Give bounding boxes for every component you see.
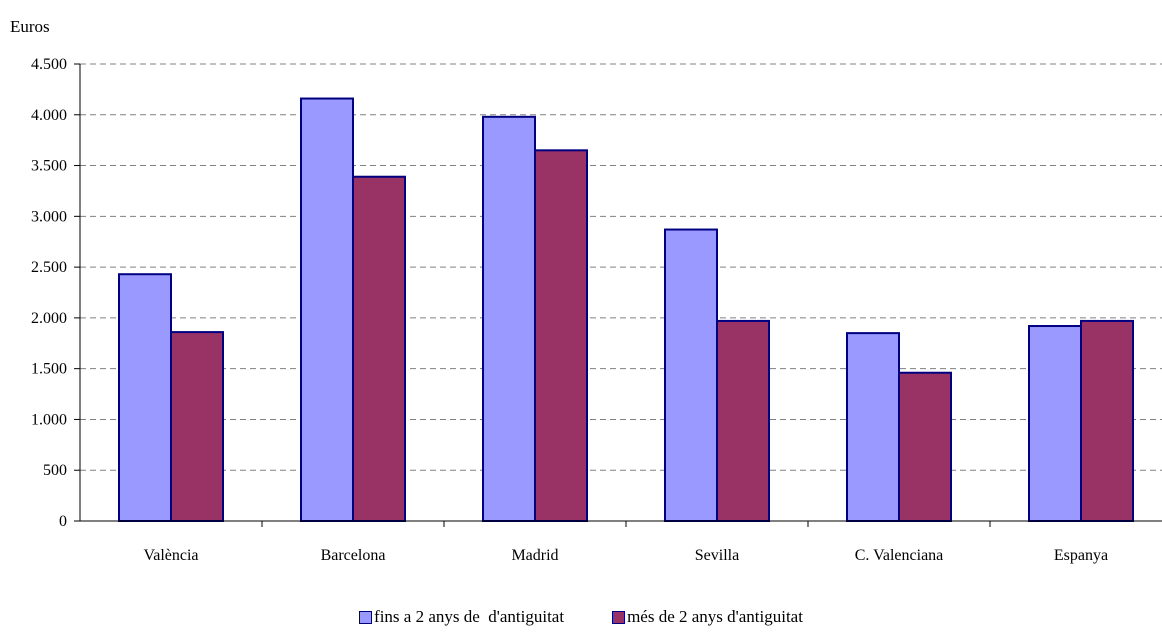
legend: fins a 2 anys de d'antiguitat més de 2 a… bbox=[0, 606, 1162, 628]
legend-label-series-1: fins a 2 anys de d'antiguitat bbox=[374, 607, 565, 626]
y-tick-labels: 0 500 1.000 1.500 2.000 2.500 3.000 3.500 4.000 4… bbox=[31, 56, 67, 530]
y-tick-label: 4.500 bbox=[31, 56, 67, 73]
bar-2-val-ncia bbox=[170, 331, 224, 522]
bar-2-madrid bbox=[534, 149, 588, 522]
x-tick-label: Espanya bbox=[1054, 547, 1108, 564]
x-tick-labels: València Barcelona Madrid Sevilla C. Valenci… bbox=[143, 547, 1108, 564]
bar-2-espanya bbox=[1080, 319, 1134, 522]
x-tick-label: Sevilla bbox=[695, 547, 739, 564]
y-tick-label: 4.000 bbox=[31, 107, 67, 124]
legend-item-series-2: més de 2 anys d'antiguitat bbox=[612, 607, 803, 627]
bar-2-sevilla bbox=[716, 319, 770, 522]
y-tick-label: 1.000 bbox=[31, 411, 67, 428]
axes bbox=[74, 63, 1162, 527]
legend-label-series-2: més de 2 anys d'antiguitat bbox=[627, 607, 803, 626]
bar-1-madrid bbox=[482, 115, 536, 522]
bar-1-val-ncia bbox=[118, 273, 172, 522]
bar-1-barcelona bbox=[300, 97, 354, 522]
x-tick-label: Barcelona bbox=[321, 547, 386, 564]
bar-1-sevilla bbox=[664, 228, 718, 522]
bar-1-espanya bbox=[1028, 325, 1082, 522]
bar-2-c-valenciana bbox=[898, 371, 952, 522]
y-tick-label: 2.500 bbox=[31, 259, 67, 276]
bars bbox=[118, 97, 1134, 523]
y-tick-label: 0 bbox=[59, 513, 67, 530]
x-tick-label: C. Valenciana bbox=[855, 547, 944, 564]
bar-2-barcelona bbox=[352, 175, 406, 523]
x-tick-label: València bbox=[143, 547, 198, 564]
y-tick-label: 500 bbox=[43, 462, 67, 479]
y-axis-title: Euros bbox=[10, 17, 50, 36]
y-tick-label: 3.500 bbox=[31, 158, 67, 175]
legend-swatch-series-1 bbox=[359, 610, 373, 624]
y-tick-label: 3.000 bbox=[31, 208, 67, 225]
legend-item-series-1: fins a 2 anys de d'antiguitat bbox=[359, 607, 564, 627]
gridlines bbox=[80, 63, 1162, 471]
bar-chart: Euros 0 500 1.000 1.500 2.000 2.500 3.000 3.500… bbox=[10, 17, 1162, 564]
legend-swatch-series-2 bbox=[612, 610, 626, 624]
bar-1-c-valenciana bbox=[846, 332, 900, 522]
y-tick-label: 1.500 bbox=[31, 361, 67, 378]
y-tick-label: 2.000 bbox=[31, 310, 67, 327]
x-tick-label: Madrid bbox=[511, 547, 558, 564]
